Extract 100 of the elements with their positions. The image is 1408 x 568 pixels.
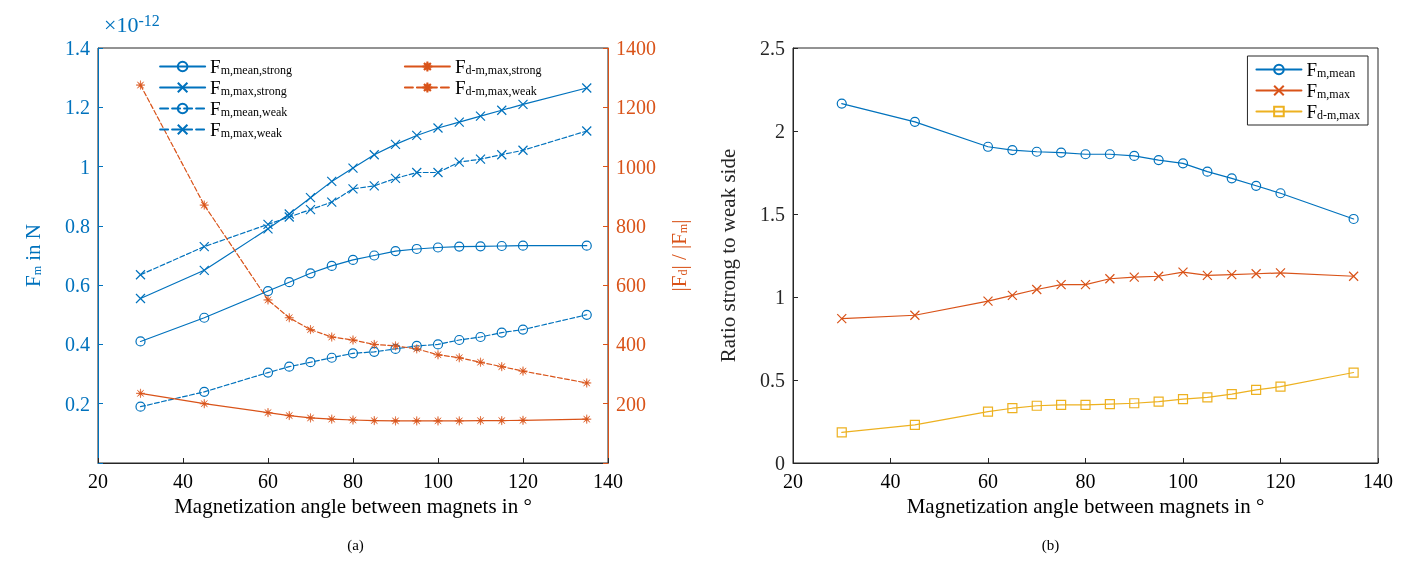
point xyxy=(454,157,465,168)
point xyxy=(1007,290,1018,301)
x-tick-label: 80 xyxy=(343,470,363,492)
point xyxy=(1202,166,1213,177)
point xyxy=(326,352,337,363)
point xyxy=(1275,188,1286,199)
x-tick-label: 100 xyxy=(1168,470,1198,492)
point xyxy=(518,415,528,426)
x-axis-title: Magnetization angle between magnets in ° xyxy=(174,494,532,519)
y-tick-label: 0.8 xyxy=(65,214,90,237)
y-tick-label: 0.6 xyxy=(65,274,90,297)
point xyxy=(390,245,401,257)
legend-label: Fm,max,strong xyxy=(210,77,287,98)
y-tick-label: 2 xyxy=(775,120,785,142)
x-axis-title: Magnetization angle between magnets in ° xyxy=(906,494,1265,519)
point xyxy=(454,334,465,346)
point xyxy=(305,268,316,279)
point xyxy=(1007,145,1018,156)
y-tick-label: 1.5 xyxy=(760,203,785,225)
point xyxy=(982,406,994,417)
point xyxy=(284,277,295,288)
point xyxy=(517,324,529,335)
point xyxy=(347,254,359,266)
point xyxy=(433,350,443,360)
point xyxy=(199,241,210,252)
point xyxy=(1031,284,1042,295)
point xyxy=(581,309,592,320)
point xyxy=(263,407,273,418)
point xyxy=(518,366,528,376)
point xyxy=(909,116,920,127)
point xyxy=(1177,393,1189,405)
y2-tick-label: 1000 xyxy=(616,155,656,178)
point xyxy=(836,313,847,324)
point xyxy=(1251,384,1262,396)
point xyxy=(1177,158,1189,169)
point xyxy=(262,219,274,230)
y-tick-label: 2.5 xyxy=(760,37,785,59)
y2-tick-label: 1400 xyxy=(616,37,656,59)
point xyxy=(475,331,486,343)
y2-axis-title: |Fd| / |Fm| xyxy=(666,219,691,292)
point xyxy=(982,141,994,152)
point xyxy=(135,401,146,412)
point xyxy=(411,340,422,351)
point xyxy=(348,335,358,345)
point xyxy=(496,149,507,160)
point xyxy=(1202,392,1213,403)
x-tick-label: 80 xyxy=(1075,470,1096,492)
point xyxy=(909,419,920,430)
point xyxy=(284,313,294,323)
x-tick-label: 20 xyxy=(783,470,803,492)
text: (a) xyxy=(347,536,364,554)
point xyxy=(496,240,507,252)
point xyxy=(517,99,529,110)
point xyxy=(348,415,358,425)
legend-label: Fm,mean xyxy=(1306,59,1356,80)
point xyxy=(1177,267,1189,278)
point xyxy=(1153,271,1164,282)
point xyxy=(475,241,486,252)
point xyxy=(412,344,422,354)
point xyxy=(582,414,592,424)
point xyxy=(836,98,847,109)
point xyxy=(369,180,380,191)
point xyxy=(199,386,210,397)
point xyxy=(326,197,337,208)
point xyxy=(432,167,444,178)
y-tick-label: 0.4 xyxy=(65,333,90,356)
point xyxy=(1080,399,1091,410)
x-tick-label: 120 xyxy=(508,470,538,492)
x-tick-label: 40 xyxy=(880,470,901,492)
point xyxy=(1202,270,1213,281)
point xyxy=(497,415,507,426)
legend-label: Fd-m,max,weak xyxy=(454,77,537,98)
point xyxy=(1056,399,1067,410)
point xyxy=(262,367,274,378)
y-tick-label: 0.5 xyxy=(760,369,785,391)
point xyxy=(305,413,316,423)
point xyxy=(199,312,210,323)
point xyxy=(1104,273,1115,284)
point xyxy=(581,240,592,251)
x-tick-label: 60 xyxy=(258,470,278,492)
point xyxy=(347,348,359,359)
point xyxy=(1080,149,1091,160)
point xyxy=(1251,268,1262,279)
point xyxy=(581,125,592,137)
y-tick-label: 1.4 xyxy=(65,37,90,59)
y-axis-title: Ratio strong to weak side xyxy=(715,148,740,363)
point xyxy=(475,415,486,426)
point xyxy=(432,242,444,253)
legend-label: Fd-m,max xyxy=(1306,101,1361,122)
point xyxy=(390,173,401,184)
point xyxy=(582,378,592,388)
point xyxy=(1153,154,1164,166)
point xyxy=(262,285,274,297)
point xyxy=(135,336,146,347)
point xyxy=(909,310,920,321)
point xyxy=(369,339,379,350)
point xyxy=(284,361,295,372)
point xyxy=(135,269,146,280)
point xyxy=(517,240,529,251)
x-tick-label: 140 xyxy=(1363,470,1393,492)
